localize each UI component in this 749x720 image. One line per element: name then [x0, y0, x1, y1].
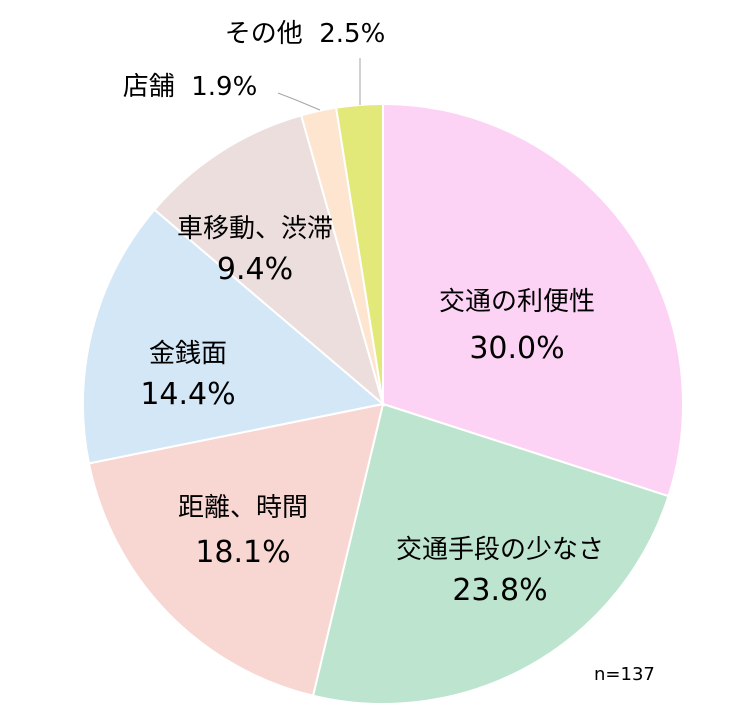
slice-labels: 交通の利便性 30.0% 交通手段の少なさ 23.8% 距離、時間 18.1% 金銭面 14.…	[123, 19, 604, 608]
slice-value-4: 14.4%	[140, 377, 235, 412]
slice-label-4: 金銭面	[149, 339, 227, 369]
slice-value-2: 23.8%	[452, 573, 547, 608]
slice-label-5: 車移動、渋滞	[177, 214, 333, 244]
leader-line-6	[277, 92, 321, 111]
pie-slice-7	[334, 102, 384, 405]
slice-label-2: 交通手段の少なさ	[396, 535, 604, 565]
pie-slice-2	[311, 402, 670, 705]
slice-value-1: 30.0%	[469, 331, 564, 366]
sample-size-note: n=137	[594, 664, 655, 685]
slice-label-7: その他 2.5%	[225, 19, 386, 49]
pie-slice-3	[87, 402, 385, 697]
slice-value-3: 18.1%	[195, 535, 290, 570]
pie-slice-5	[153, 114, 385, 407]
pie-slices	[82, 102, 684, 705]
slice-label-1: 交通の利便性	[439, 287, 595, 317]
slice-value-5: 9.4%	[217, 252, 293, 287]
slice-label-6: 店舗 1.9%	[123, 72, 258, 102]
pie-slice-4	[82, 208, 386, 465]
pie-slice-1	[382, 102, 684, 498]
slice-label-3: 距離、時間	[178, 493, 308, 523]
leader-lines	[277, 58, 361, 111]
